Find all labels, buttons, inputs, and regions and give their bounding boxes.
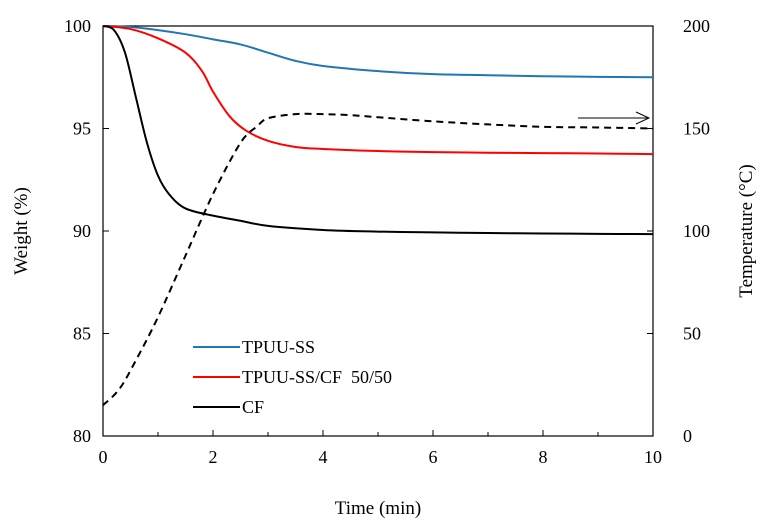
y-tick-label: 80 [73, 426, 91, 446]
x-tick-label: 0 [99, 447, 108, 467]
y2-axis-title: Temperature (°C) [736, 164, 757, 297]
series-layer [102, 25, 654, 406]
series-line-cf [102, 25, 654, 236]
series-line-tpuu-ss [102, 25, 654, 79]
legend-label: TPUU-SS [242, 337, 315, 357]
x-tick-label: 10 [644, 447, 662, 467]
y2-tick-label: 50 [683, 324, 701, 344]
x-tick-label: 4 [319, 447, 328, 467]
x-axis-title: Time (min) [335, 498, 421, 519]
temperature-axis-arrow [578, 111, 651, 125]
legend-label: CF [242, 397, 264, 417]
ticks-layer [102, 25, 654, 437]
y-tick-label: 95 [73, 119, 91, 139]
y2-tick-label: 150 [683, 119, 710, 139]
x-tick-label: 8 [539, 447, 548, 467]
x-tick-label: 2 [209, 447, 218, 467]
x-tick-label: 6 [429, 447, 438, 467]
legend-label: TPUU-SS/CF 50/50 [242, 367, 392, 387]
y2-tick-label: 100 [683, 221, 710, 241]
tick-labels: 0 2 4 6 8 10 80 85 90 95 100 0 50 100 150 200 [64, 16, 710, 467]
series-line-tpuu-ss-cf-50-50 [102, 25, 654, 156]
series-line-temperature [102, 112, 654, 406]
legend: TPUU-SS TPUU-SS/CF 50/50 CF [193, 337, 392, 417]
arrow-head [635, 111, 651, 125]
y-axis-title: Weight (%) [11, 187, 32, 275]
y-tick-label: 85 [73, 324, 91, 344]
y2-tick-label: 0 [683, 426, 692, 446]
y-tick-label: 100 [64, 16, 91, 36]
y2-tick-label: 200 [683, 16, 710, 36]
y-tick-label: 90 [73, 221, 91, 241]
